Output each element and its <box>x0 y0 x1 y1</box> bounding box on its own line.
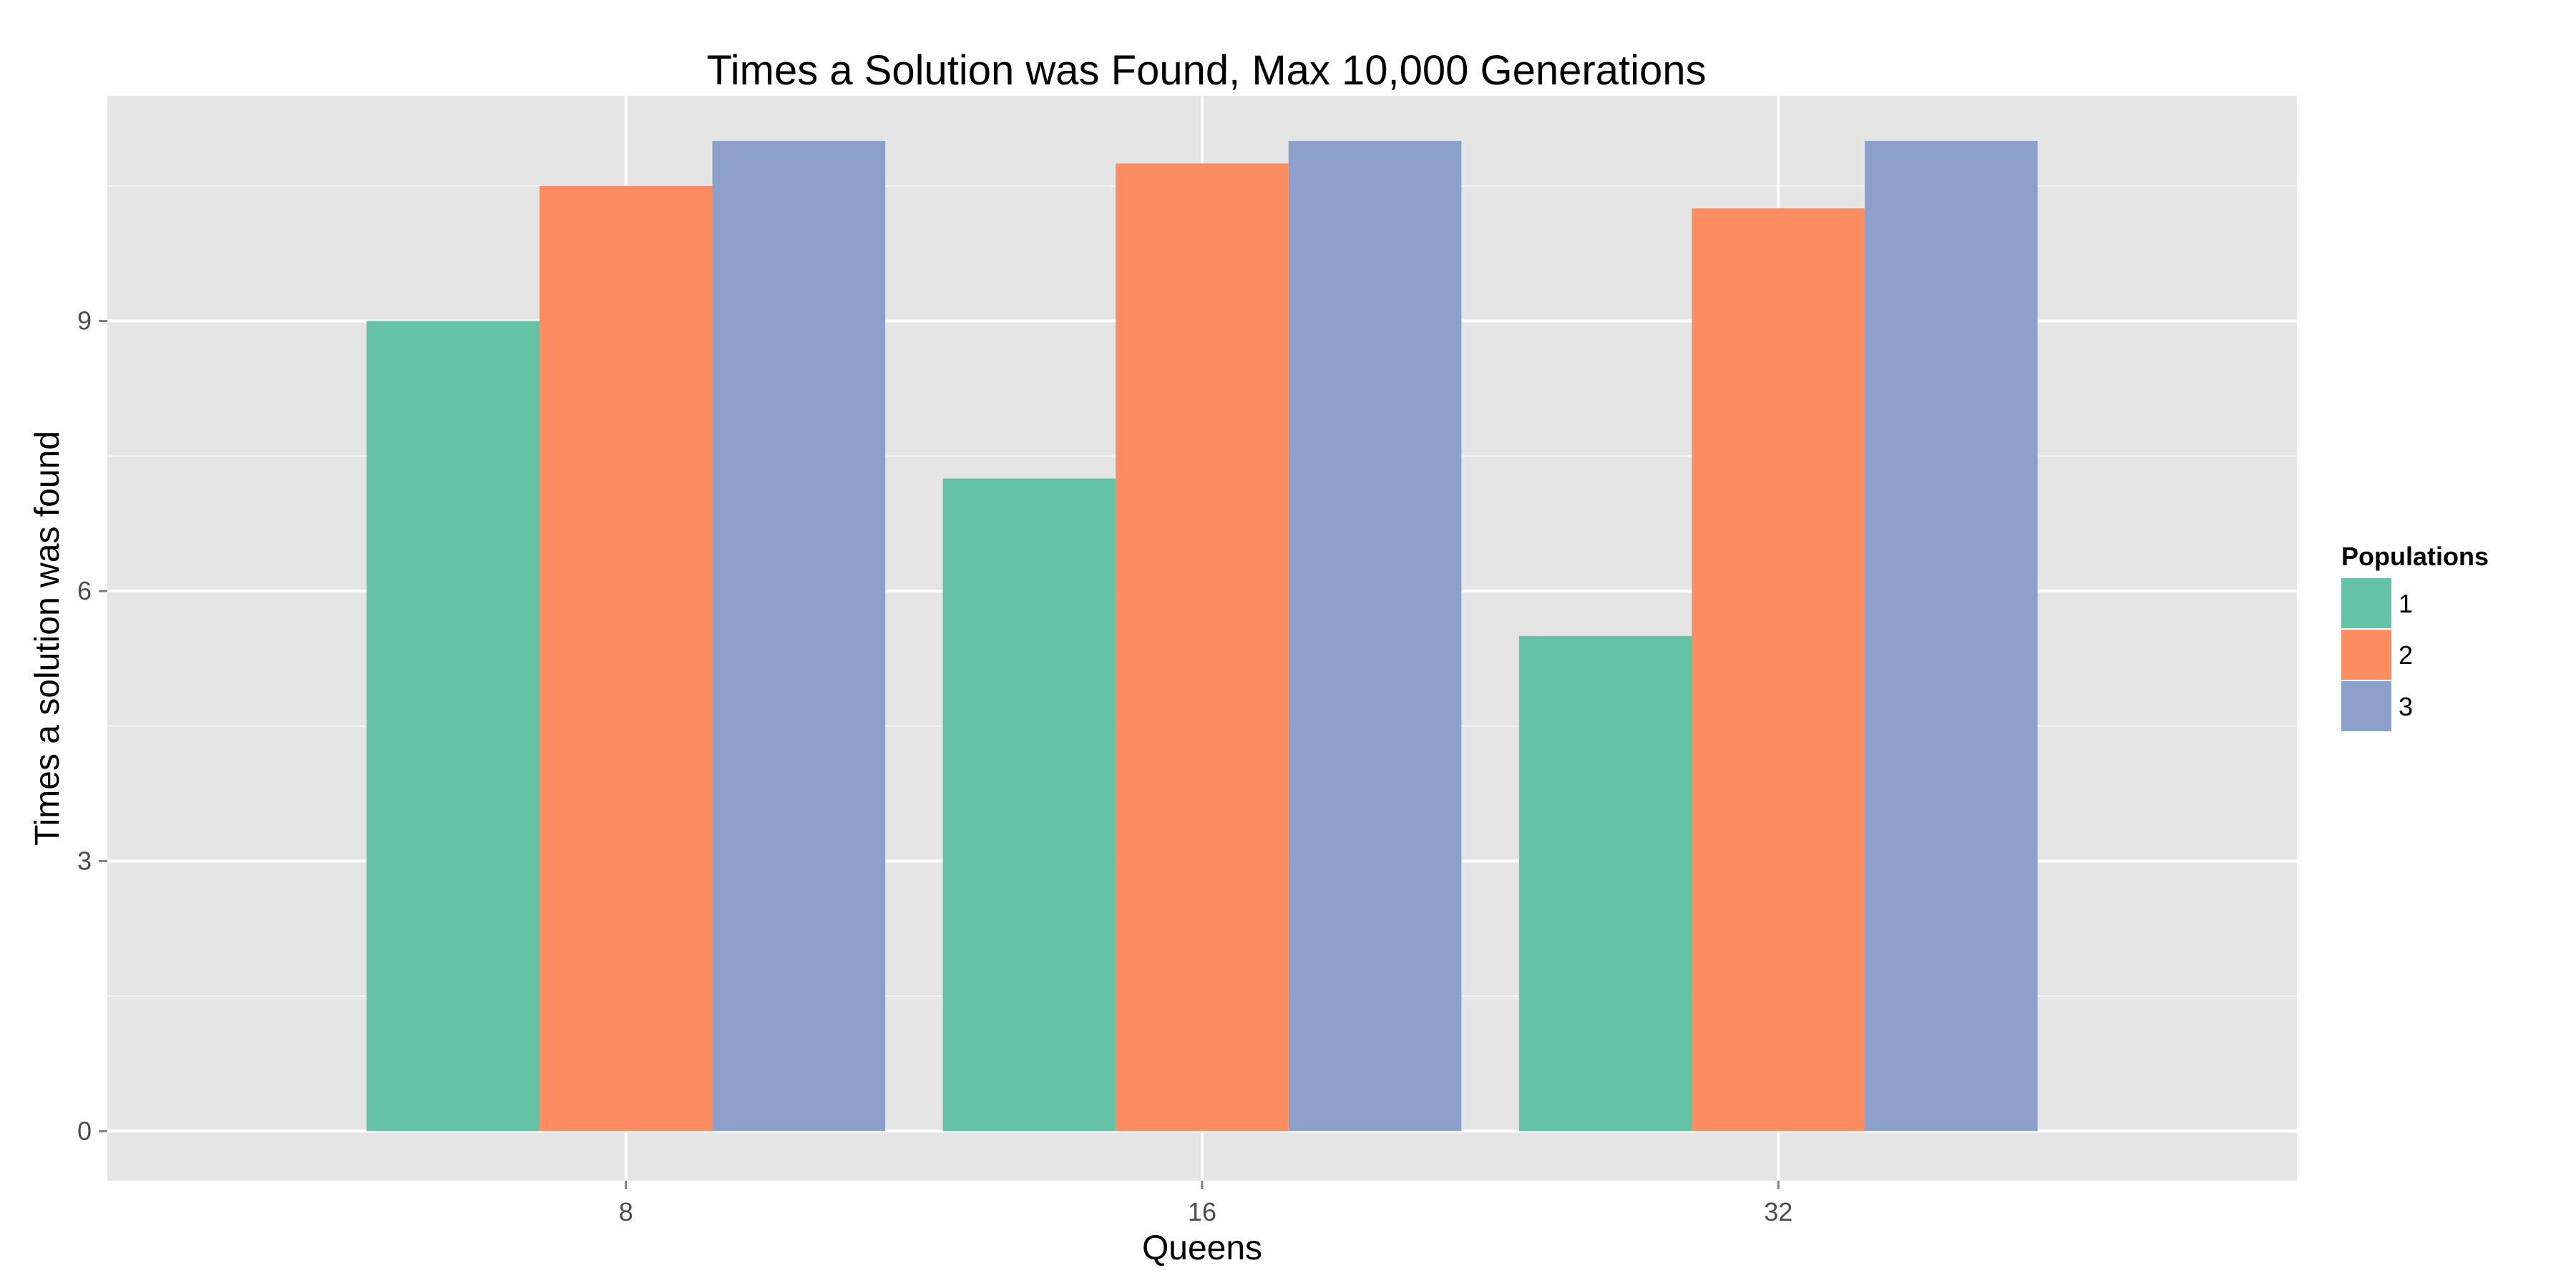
y-tick-label: 9 <box>77 306 92 336</box>
legend-key <box>2341 630 2391 680</box>
bar-series-1-queens-8 <box>366 321 540 1131</box>
bar-series-2-queens-32 <box>1692 208 1865 1131</box>
x-axis-title: Queens <box>1142 1229 1262 1267</box>
x-axis: 8 16 32 <box>619 1181 1792 1226</box>
legend-label: 2 <box>2399 640 2413 670</box>
bar-series-3-queens-16 <box>1288 140 1462 1131</box>
legend-label: 3 <box>2399 692 2413 721</box>
bar-series-1-queens-16 <box>942 478 1116 1131</box>
y-axis-title: Times a solution was found <box>29 431 67 846</box>
y-tick-label: 3 <box>77 846 92 875</box>
x-tick-label: 16 <box>1188 1197 1216 1226</box>
legend-label: 1 <box>2399 589 2413 618</box>
chart-title: Times a Solution was Found, Max 10,000 G… <box>706 47 1706 94</box>
y-axis: 0 3 6 9 <box>77 306 107 1146</box>
legend-key <box>2341 578 2391 628</box>
bar-series-3-queens-8 <box>712 140 886 1131</box>
x-tick-label: 32 <box>1764 1197 1792 1226</box>
legend: Populations 1 2 3 <box>2341 542 2489 731</box>
x-tick-label: 8 <box>619 1197 633 1226</box>
legend-key <box>2341 681 2391 731</box>
bar-series-2-queens-8 <box>539 185 713 1131</box>
bar-series-3-queens-32 <box>1865 140 2038 1131</box>
y-tick-label: 6 <box>77 576 92 605</box>
bar-series-2-queens-16 <box>1116 163 1289 1131</box>
bar-series-1-queens-32 <box>1518 635 1692 1131</box>
y-tick-label: 0 <box>77 1116 92 1146</box>
bars <box>366 140 2038 1131</box>
legend-title: Populations <box>2341 542 2489 571</box>
